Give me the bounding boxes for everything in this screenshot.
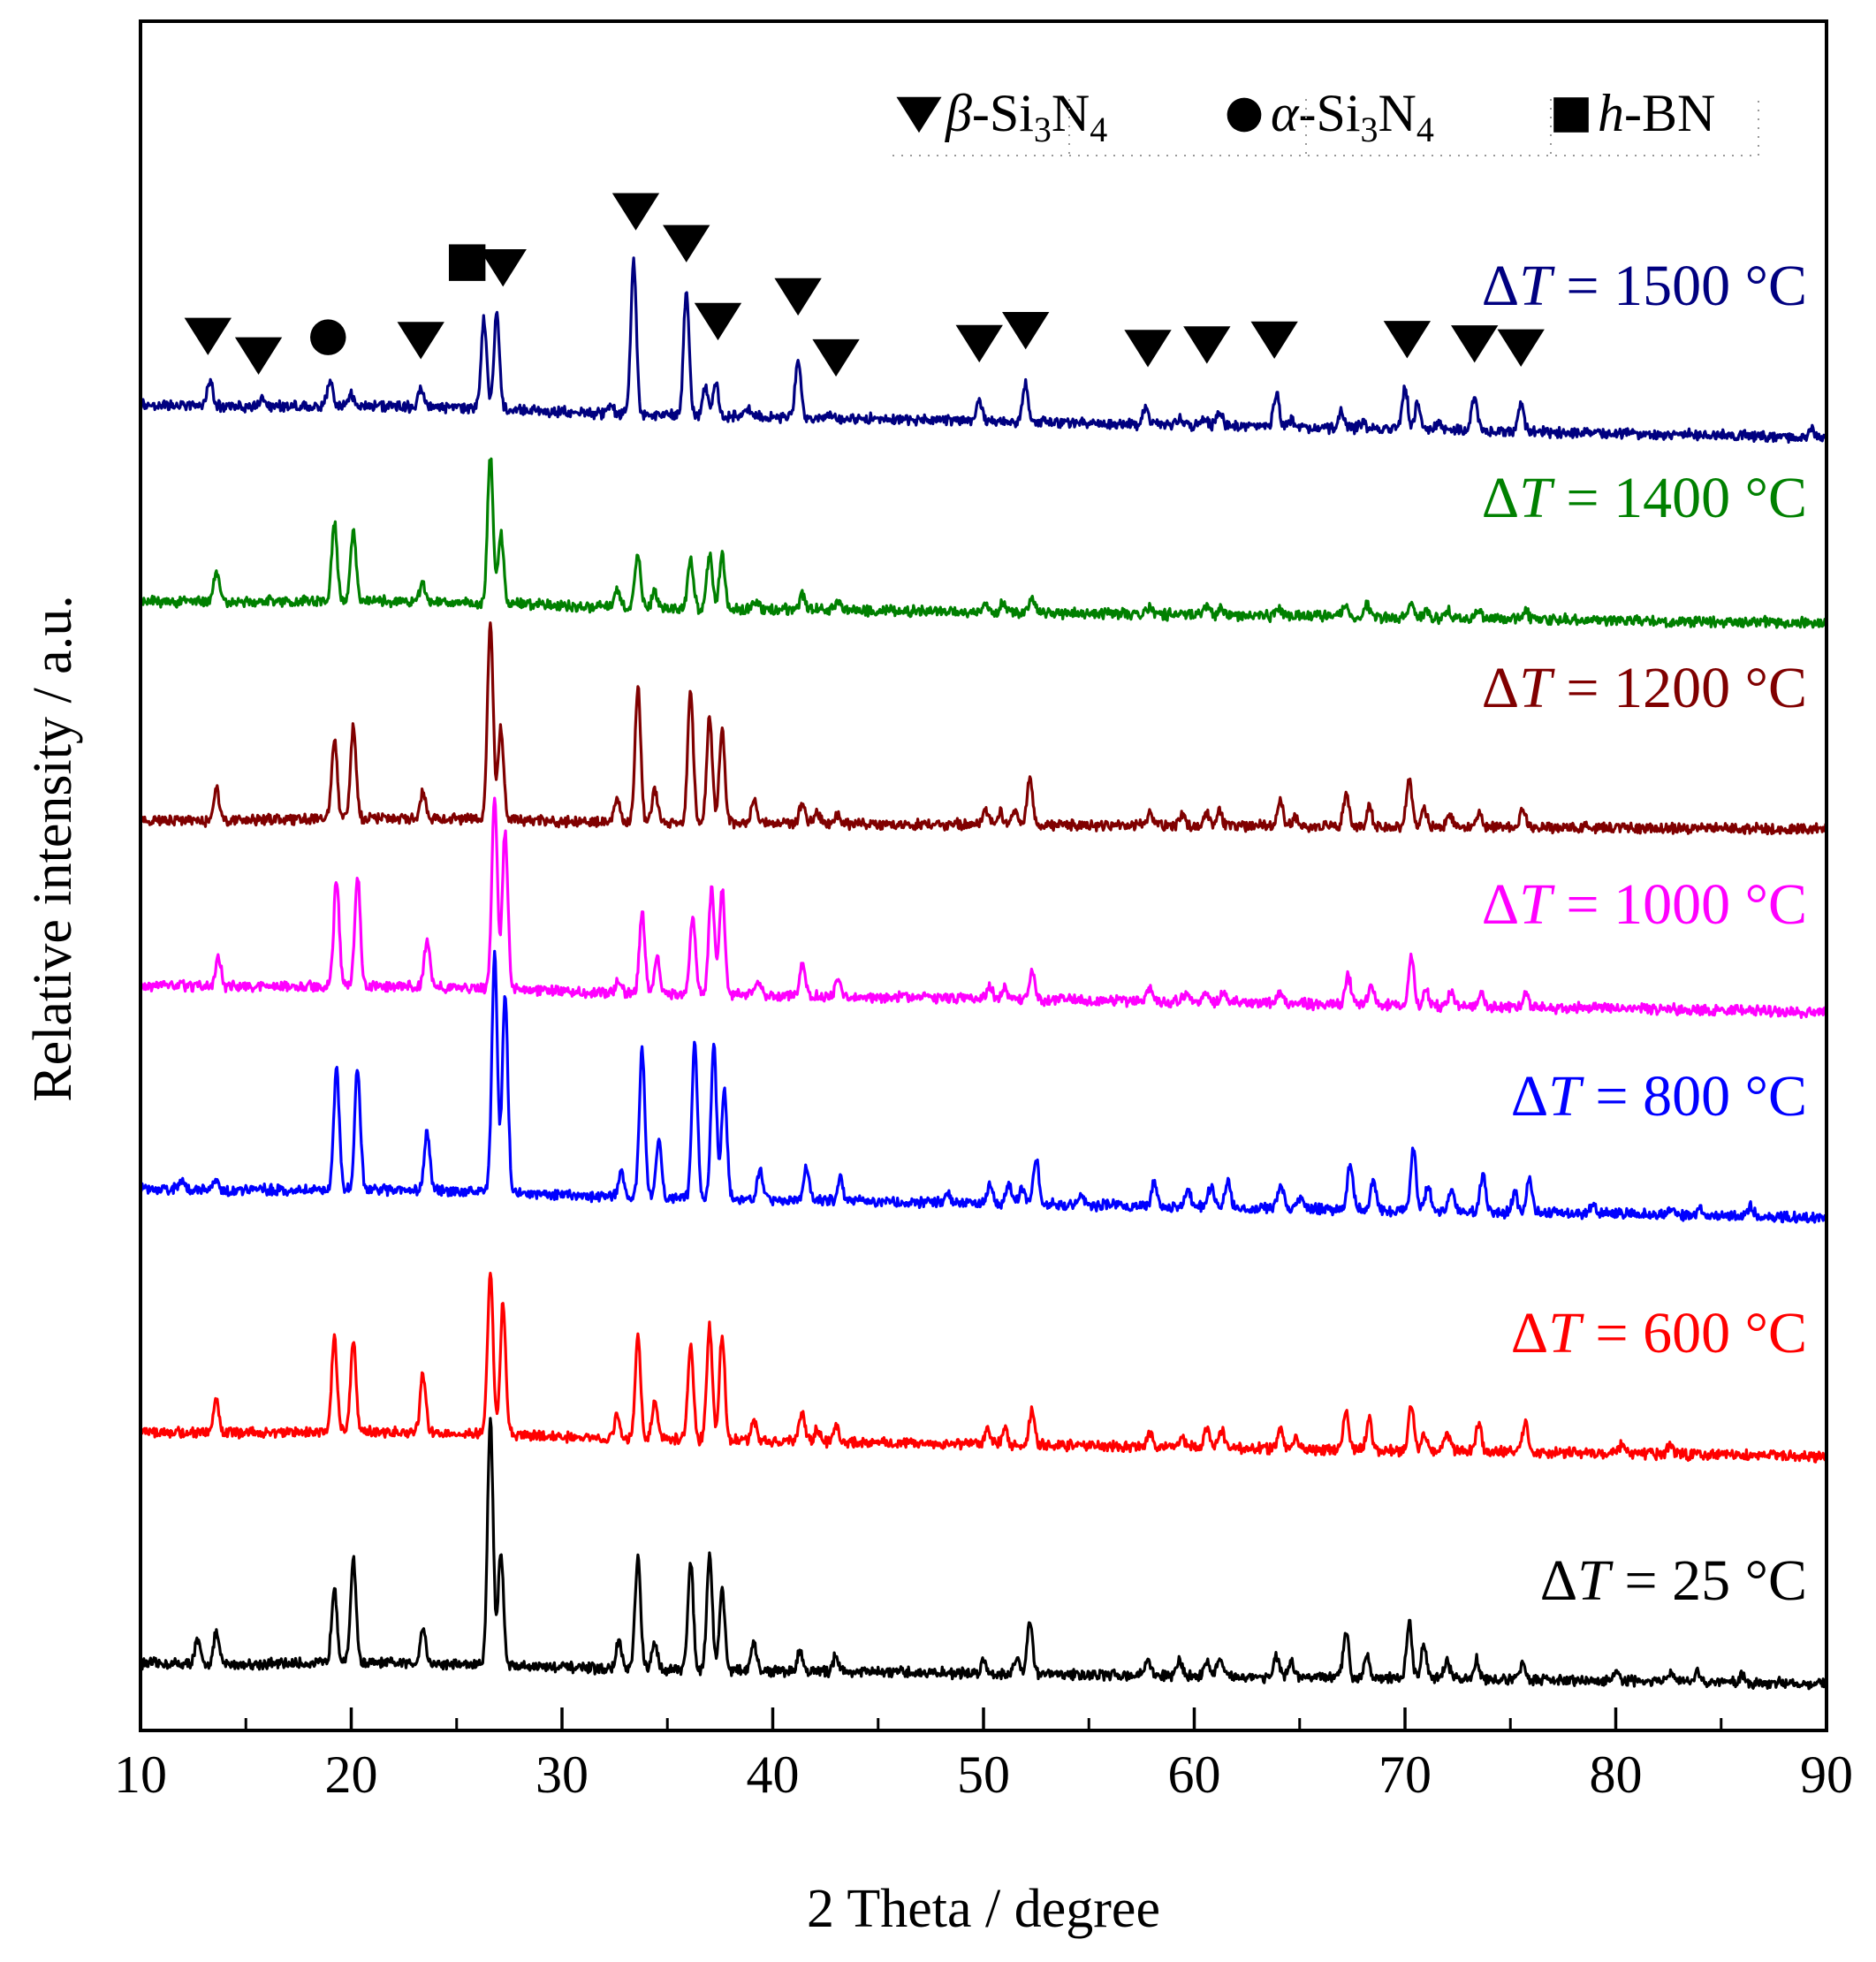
series-line-1200: [140, 621, 1827, 836]
series-layer: [139, 256, 1828, 1691]
x-axis-label: 2 Theta / degree: [807, 1879, 1160, 1939]
x-axis: 10 20 30 40 50 60 70 80 90: [114, 1707, 1853, 1804]
x-tick-label: 50: [957, 1745, 1010, 1804]
x-tick-label: 20: [325, 1745, 378, 1804]
triangle-down-marker: [1451, 325, 1499, 363]
triangle-down-marker: [1002, 312, 1050, 350]
series-label-600: ΔT = 600 °C: [1511, 1301, 1807, 1365]
x-tick-label: 80: [1590, 1745, 1643, 1804]
triangle-down-marker: [774, 278, 822, 316]
triangle-down-marker: [955, 324, 1003, 363]
triangle-down-marker: [663, 224, 710, 262]
legend-entry-label: h-BN: [1598, 84, 1715, 142]
triangle-down-marker: [1124, 330, 1172, 368]
triangle-down-marker: [397, 322, 444, 360]
series-line-1400: [139, 457, 1828, 629]
series-line-600: [139, 1271, 1827, 1464]
y-axis-label: Relative intensity / a.u.: [23, 595, 83, 1101]
series-line-1500: [139, 256, 1828, 445]
triangle-down-marker: [1250, 321, 1298, 360]
series-label-1200: ΔT = 1200 °C: [1482, 656, 1807, 720]
series-line-800: [140, 949, 1827, 1224]
x-tick-label: 60: [1168, 1745, 1221, 1804]
x-tick-label: 30: [535, 1745, 589, 1804]
series-label-1400: ΔT = 1400 °C: [1482, 466, 1807, 530]
triangle-down-marker: [184, 317, 232, 355]
x-tick-label: 40: [747, 1745, 800, 1804]
series-labels: ΔT = 25 °C ΔT = 600 °C ΔT = 800 °C ΔT = 100…: [1482, 254, 1807, 1613]
legend-square-icon: [1553, 97, 1589, 133]
x-tick-label: 10: [114, 1745, 167, 1804]
x-tick-label: 90: [1800, 1745, 1853, 1804]
square-marker: [448, 244, 486, 281]
triangle-down-marker: [1497, 329, 1545, 367]
legend-dotted-border: [892, 97, 1759, 156]
triangle-down-marker: [812, 338, 860, 377]
circle-marker: [310, 319, 346, 355]
legend-circle-icon: [1227, 97, 1262, 133]
triangle-down-marker: [1383, 321, 1432, 359]
series-label-25: ΔT = 25 °C: [1540, 1548, 1807, 1613]
triangle-down-marker: [611, 193, 660, 231]
series-label-1500: ΔT = 1500 °C: [1482, 254, 1807, 318]
triangle-down-marker: [1183, 326, 1231, 364]
series-label-800: ΔT = 800 °C: [1511, 1064, 1807, 1129]
legend-entry-label: β-Si3N4: [945, 84, 1107, 149]
series-label-1000: ΔT = 1000 °C: [1482, 872, 1807, 937]
series-line-1000: [139, 796, 1828, 1020]
legend-triangle-down-icon: [896, 96, 942, 133]
legend-entry-label: α-Si3N4: [1271, 84, 1434, 149]
phase-markers: [184, 193, 1545, 377]
series-line-25: [139, 1417, 1828, 1691]
triangle-down-marker: [479, 249, 527, 287]
triangle-down-marker: [694, 302, 742, 341]
legend: β-Si3N4 α-Si3N4 h-BN: [892, 84, 1759, 156]
x-tick-label: 70: [1379, 1745, 1432, 1804]
triangle-down-marker: [234, 337, 283, 375]
